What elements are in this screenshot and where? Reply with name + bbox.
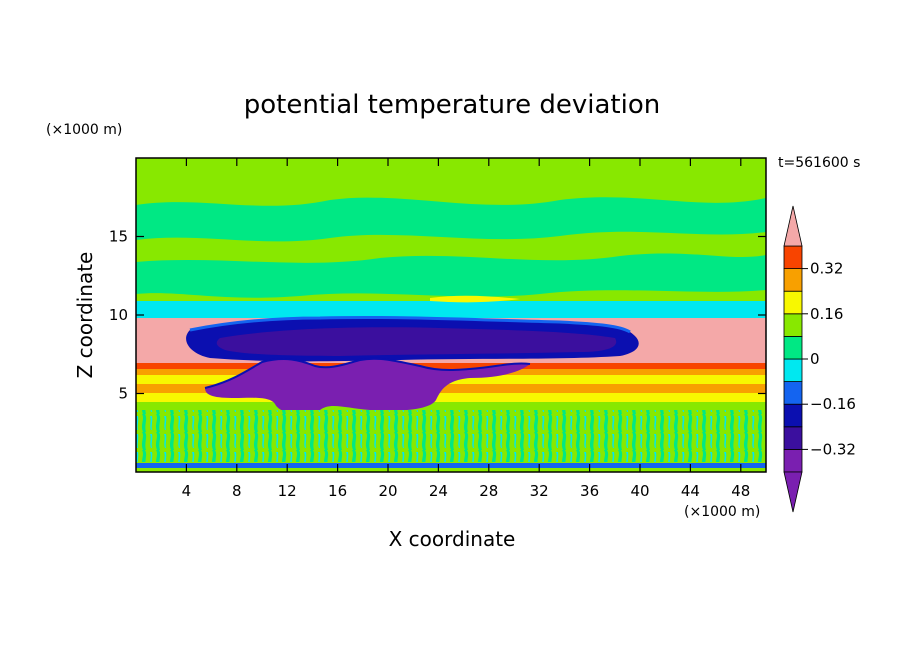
x-axis-ticks: 4 8 12 16 20 24 28 32 36 40 44 48 — [182, 158, 750, 500]
y-axis-ticks: 5 10 15 — [109, 228, 766, 403]
y-tick-label: 15 — [109, 228, 128, 246]
lower-cold-plume — [205, 358, 530, 414]
colorbar-swatch — [783, 335, 803, 360]
colorbar: −0.32 −0.16 0 0.16 0.32 — [783, 205, 856, 513]
colorbar-tick-label: 0.32 — [810, 260, 843, 278]
colorbar-tick-label: 0 — [810, 350, 820, 368]
colorbar-swatch — [783, 403, 803, 428]
x-tick-label: 44 — [681, 482, 700, 500]
colorbar-swatch — [783, 426, 803, 450]
upper-green-tops — [330, 158, 640, 189]
colorbar-swatch — [783, 290, 803, 315]
x-tick-label: 48 — [731, 482, 750, 500]
time-label: t=561600 s — [778, 155, 860, 171]
surface-blue-strip — [136, 463, 766, 468]
x-axis-label: X coordinate — [389, 527, 516, 551]
x-tick-label: 40 — [630, 482, 649, 500]
x-tick-label: 32 — [530, 482, 549, 500]
colorbar-tick-label: −0.16 — [810, 395, 856, 413]
surface-teal-texture — [136, 410, 766, 462]
y-axis-label: Z coordinate — [73, 252, 97, 379]
x-unit-label: (×1000 m) — [684, 504, 760, 520]
band-orange-lower — [136, 383, 766, 393]
x-tick-label: 16 — [328, 482, 347, 500]
colorbar-lower-extend — [783, 471, 803, 513]
y-tick-label: 5 — [118, 385, 128, 403]
upper-teal-patches-2 — [136, 253, 766, 298]
x-tick-label: 36 — [580, 482, 599, 500]
colorbar-swatch — [783, 245, 803, 270]
x-tick-label: 28 — [479, 482, 498, 500]
yellow-strip — [430, 295, 520, 303]
colorbar-tick-label: −0.32 — [810, 440, 856, 458]
colorbar-swatch — [783, 358, 803, 383]
band-red — [136, 362, 766, 369]
colorbar-swatch — [783, 313, 803, 337]
lower-cold-plume-edge — [204, 357, 531, 389]
colorbar-tick-label: 0.16 — [810, 305, 843, 323]
cold-layer-edge-blue — [189, 315, 631, 334]
chart-title: potential temperature deviation — [244, 90, 660, 120]
x-tick-label: 24 — [429, 482, 448, 500]
x-tick-label: 20 — [378, 482, 397, 500]
colorbar-swatch — [783, 268, 803, 292]
upper-teal-patches — [136, 197, 766, 242]
y-tick-label: 10 — [109, 306, 128, 324]
x-tick-label: 4 — [182, 482, 192, 500]
band-cyan — [136, 300, 766, 318]
band-low-yellow — [136, 392, 766, 402]
y-unit-label: (×1000 m) — [46, 122, 122, 138]
colorbar-upper-extend — [783, 205, 803, 247]
colorbar-swatch — [783, 448, 803, 473]
plot-area — [136, 158, 766, 472]
upper-cold-core — [216, 327, 617, 356]
x-tick-label: 12 — [278, 482, 297, 500]
colorbar-swatch — [783, 381, 803, 405]
x-tick-label: 8 — [232, 482, 242, 500]
